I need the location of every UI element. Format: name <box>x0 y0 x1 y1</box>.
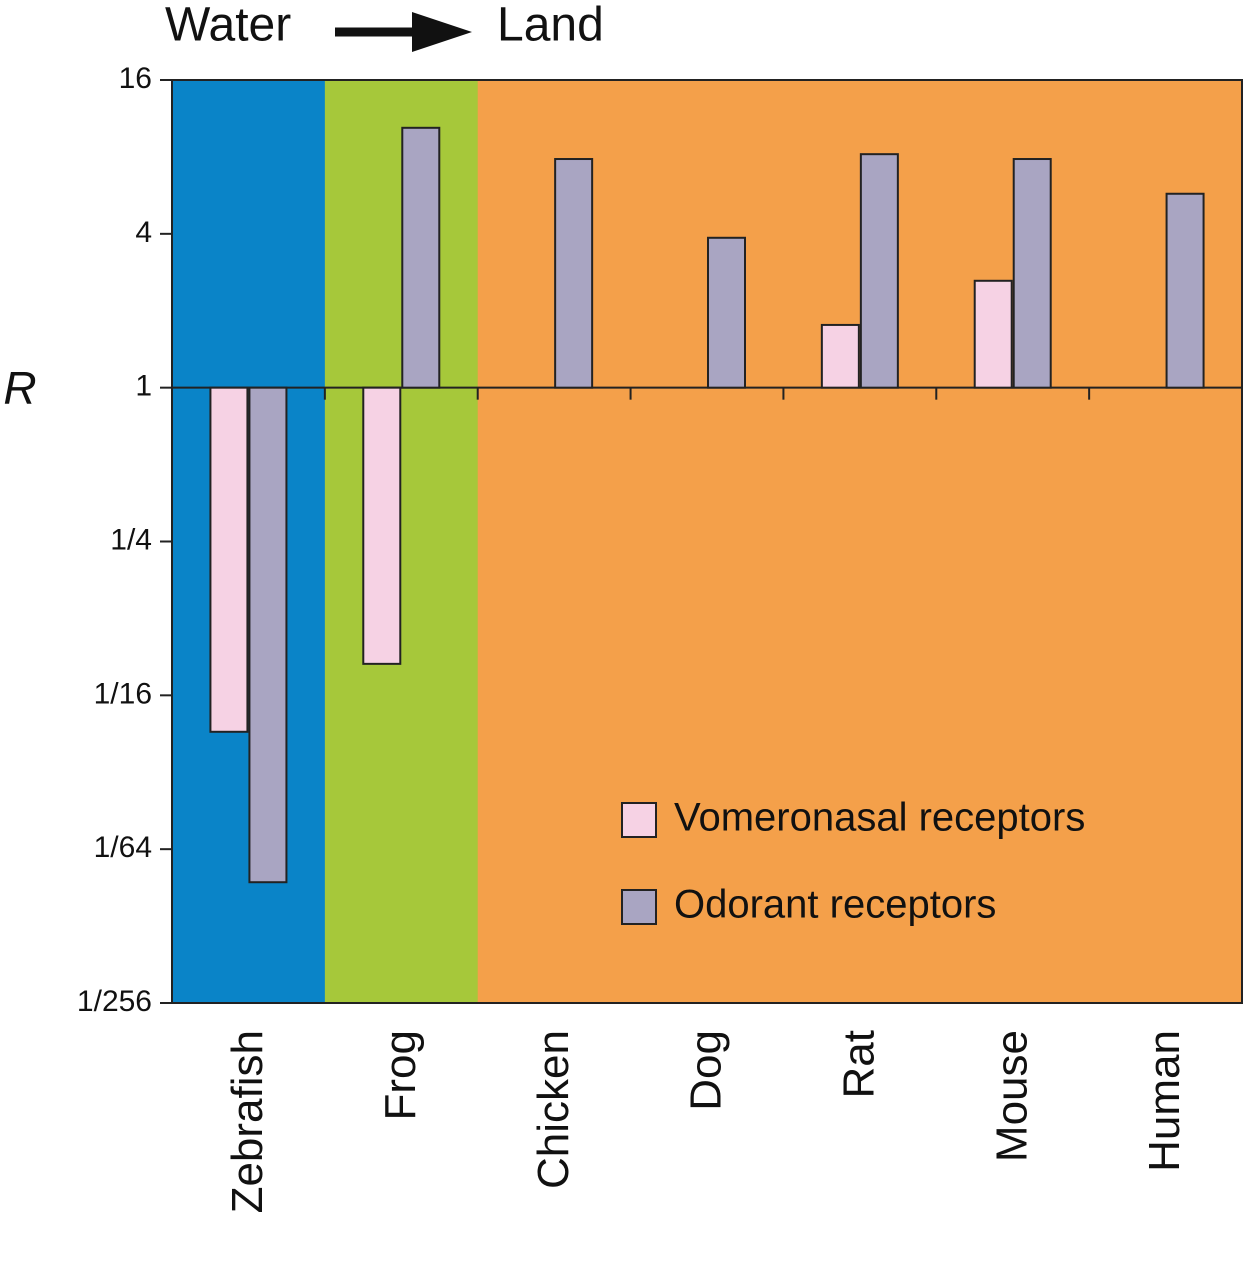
x-tick-label: Frog <box>376 1030 425 1120</box>
x-tick-label: Chicken <box>529 1030 578 1189</box>
x-tick-label: Dog <box>682 1030 731 1111</box>
bar <box>554 158 594 389</box>
y-tick-label: 1/256 <box>77 985 152 1018</box>
annotation: Water <box>165 0 291 52</box>
bar <box>973 279 1013 389</box>
bar <box>1012 158 1052 389</box>
arrow <box>335 12 472 52</box>
y-tick-label: 1/16 <box>94 677 152 710</box>
x-tick-label: Mouse <box>987 1030 1036 1162</box>
x-tick-label: Zebrafish <box>223 1030 272 1213</box>
bar <box>209 386 249 733</box>
x-tick-label: Human <box>1140 1030 1189 1172</box>
legend-label: Odorant receptors <box>674 883 996 927</box>
legend-label: Vomeronasal receptors <box>674 796 1085 840</box>
bar <box>362 386 402 665</box>
bar <box>820 323 860 389</box>
bar <box>707 236 746 389</box>
y-tick-label: 1/64 <box>94 831 152 864</box>
legend-swatch <box>621 889 657 925</box>
annotation: Land <box>497 0 604 52</box>
bar <box>401 126 441 389</box>
bar <box>859 153 899 389</box>
y-tick-label: 16 <box>119 62 152 95</box>
y-tick-label: 4 <box>135 216 152 249</box>
y-axis-label: R <box>3 362 36 414</box>
y-tick-label: 1 <box>135 370 152 403</box>
bar <box>248 386 288 884</box>
region-background <box>630 80 784 1003</box>
bar <box>1165 192 1205 389</box>
y-tick-label: 1/4 <box>110 523 152 556</box>
legend-swatch <box>621 802 657 838</box>
x-tick-label: Rat <box>834 1030 883 1098</box>
